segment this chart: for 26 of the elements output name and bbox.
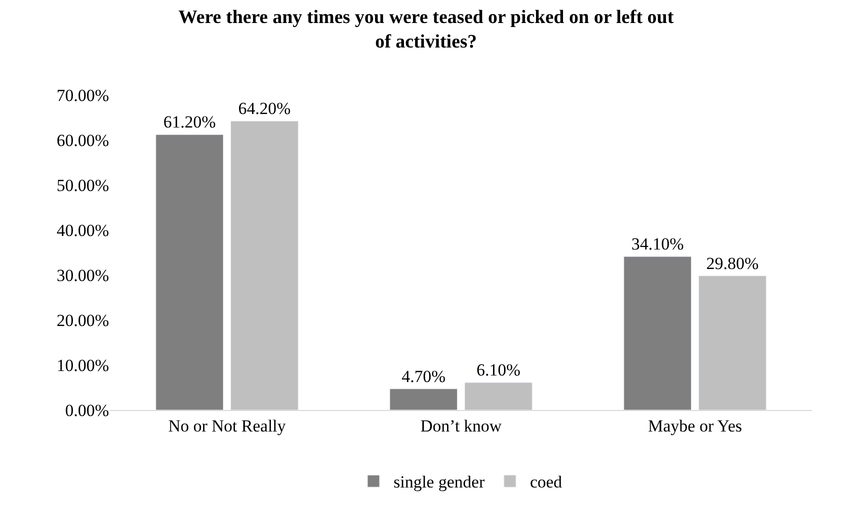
legend-label: coed [530,472,563,492]
x-tick-label: Don’t know [420,416,502,436]
data-label: 64.20% [238,99,291,118]
data-label: 61.20% [163,112,216,132]
y-tick-label: 20.00% [56,310,109,330]
bar [698,276,766,410]
y-tick-label: 10.00% [56,356,109,375]
y-tick-label: 30.00% [56,266,109,285]
bar [464,382,532,410]
bar [390,388,458,410]
bar [624,256,692,410]
x-tick-label: Maybe or Yes [648,416,742,436]
y-tick-label: 40.00% [56,220,109,240]
y-tick-label: 60.00% [56,130,109,150]
legend-label: single gender [394,472,485,492]
chart-title: Were there any times you were teased or picked on or left out of activities? [178,7,674,53]
y-tick-label: 70.00% [56,86,109,105]
data-label: 29.80% [706,254,759,273]
data-label: 4.70% [402,366,446,386]
bar [156,134,224,410]
bar [230,120,298,410]
data-label: 6.10% [476,360,520,380]
x-tick-label: No or Not Really [168,416,286,436]
data-label: 34.10% [631,234,684,254]
y-tick-label: 0.00% [65,400,109,420]
y-tick-label: 50.00% [56,176,109,195]
